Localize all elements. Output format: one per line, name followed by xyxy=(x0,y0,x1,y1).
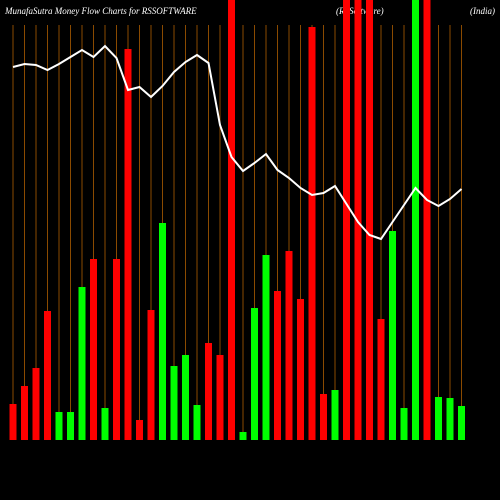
bar xyxy=(182,355,189,440)
bar xyxy=(67,412,74,440)
bar xyxy=(274,291,281,440)
bar xyxy=(205,343,212,440)
bar xyxy=(251,308,258,440)
bar xyxy=(320,394,327,440)
bar xyxy=(113,259,120,440)
bar xyxy=(389,231,396,440)
bar xyxy=(308,27,316,440)
money-flow-line xyxy=(12,44,463,241)
bar xyxy=(101,408,109,440)
bar xyxy=(297,299,304,440)
bar xyxy=(446,398,454,440)
bar xyxy=(412,0,419,440)
bar xyxy=(239,432,247,440)
bar xyxy=(147,310,155,440)
bar xyxy=(377,319,385,440)
bar xyxy=(343,0,350,440)
bar xyxy=(159,223,166,440)
bar xyxy=(193,405,201,440)
bar xyxy=(366,0,373,440)
bar xyxy=(170,366,178,440)
chart-region: (India) xyxy=(470,6,495,16)
bar xyxy=(21,386,28,440)
bar xyxy=(331,390,339,440)
bar xyxy=(435,397,442,440)
bar xyxy=(44,311,51,440)
bar xyxy=(216,355,224,440)
bar xyxy=(262,255,270,440)
bar xyxy=(136,420,143,440)
bar xyxy=(423,0,431,440)
bar xyxy=(285,251,293,440)
bar xyxy=(9,404,17,440)
bar xyxy=(400,408,408,440)
bar xyxy=(124,49,132,440)
bar xyxy=(55,412,63,440)
bar xyxy=(78,287,86,440)
chart-title: MunafaSutra Money Flow Charts for RSSOFT… xyxy=(4,6,197,16)
bar xyxy=(228,0,235,440)
bar xyxy=(458,406,465,440)
bar xyxy=(354,0,362,440)
bar xyxy=(32,368,40,440)
bar xyxy=(90,259,97,440)
